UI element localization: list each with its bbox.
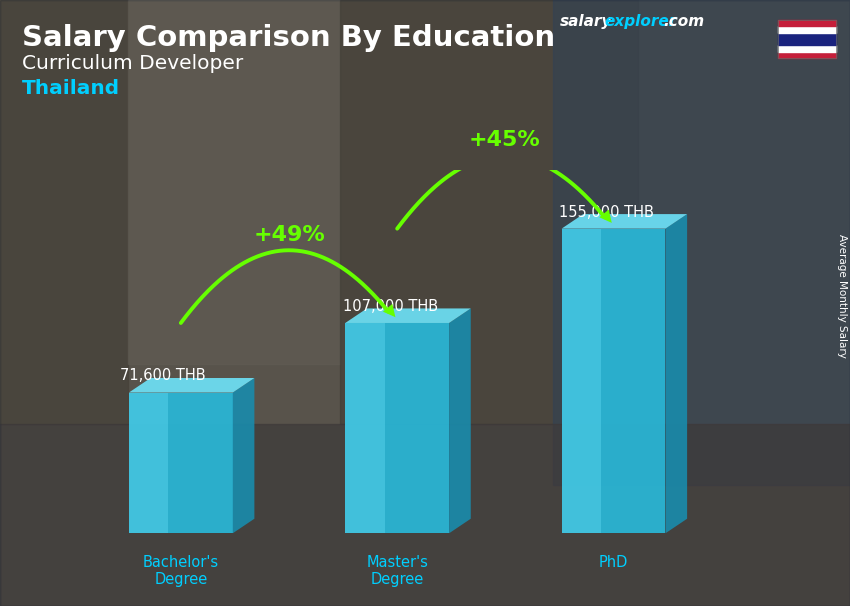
Polygon shape — [449, 308, 471, 533]
Text: Curriculum Developer: Curriculum Developer — [22, 54, 243, 73]
Polygon shape — [345, 323, 449, 533]
Polygon shape — [562, 228, 601, 533]
Bar — [778, 20, 836, 26]
Polygon shape — [562, 228, 666, 533]
Text: PhD: PhD — [599, 555, 628, 570]
Bar — [0, 0, 128, 424]
Text: .com: .com — [663, 14, 704, 29]
Polygon shape — [666, 214, 687, 533]
Bar — [128, 0, 340, 364]
Bar — [0, 424, 850, 606]
Bar — [778, 20, 836, 58]
Polygon shape — [129, 378, 254, 393]
Text: +49%: +49% — [253, 225, 326, 245]
Text: Thailand: Thailand — [22, 79, 120, 98]
Text: Average Monthly Salary: Average Monthly Salary — [837, 234, 847, 358]
Text: Bachelor's
Degree: Bachelor's Degree — [143, 555, 219, 587]
Polygon shape — [345, 323, 385, 533]
Bar — [778, 45, 836, 52]
Bar — [340, 0, 638, 424]
Bar — [778, 52, 836, 58]
Polygon shape — [562, 214, 687, 228]
Text: Master's
Degree: Master's Degree — [366, 555, 428, 587]
Text: explorer: explorer — [604, 14, 677, 29]
Polygon shape — [129, 393, 168, 533]
Polygon shape — [233, 378, 254, 533]
Bar — [778, 26, 836, 33]
Text: salary: salary — [560, 14, 612, 29]
Text: Salary Comparison By Education: Salary Comparison By Education — [22, 24, 555, 52]
Bar — [778, 33, 836, 39]
Text: 107,000 THB: 107,000 THB — [343, 299, 439, 314]
Text: 71,600 THB: 71,600 THB — [120, 368, 206, 384]
Text: 155,000 THB: 155,000 THB — [559, 205, 654, 219]
Text: +45%: +45% — [469, 130, 541, 150]
Polygon shape — [129, 393, 233, 533]
Bar — [552, 0, 850, 485]
Polygon shape — [345, 308, 471, 323]
Bar — [778, 39, 836, 45]
